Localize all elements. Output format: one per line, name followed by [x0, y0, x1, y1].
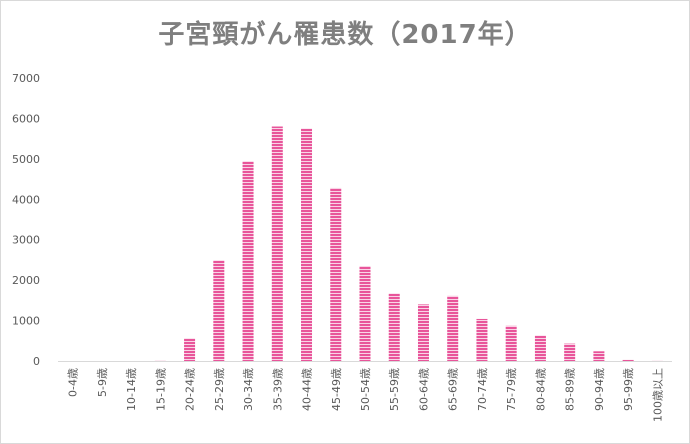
y-tick-label: 0 [33, 355, 40, 368]
bar-95-99歳 [622, 359, 634, 361]
y-tick-label: 1000 [12, 315, 40, 328]
bar-65-69歳 [447, 295, 459, 361]
x-tick-label: 10-14歳 [125, 368, 138, 411]
x-tick-label: 35-39歳 [271, 368, 284, 411]
bar-80-84歳 [534, 335, 546, 361]
x-tick-label: 20-24歳 [184, 368, 197, 411]
x-tick-label: 60-64歳 [417, 368, 430, 411]
bar-25-29歳 [213, 260, 225, 361]
bar-20-24歳 [184, 338, 196, 361]
bar-50-54歳 [359, 265, 371, 361]
y-tick-label: 4000 [12, 193, 40, 206]
x-tick-label: 55-59歳 [388, 368, 401, 411]
x-axis: 0-4歳 5-9歳 10-14歳 15-19歳 20-24歳 25-29歳 30-34歳 35… [58, 361, 672, 422]
bar-30-34歳 [242, 161, 254, 361]
bar-45-49歳 [330, 187, 342, 361]
chart-title: 子宮頸がん罹患数（2017年） [158, 20, 532, 50]
bar-40-44歳 [301, 128, 313, 361]
x-tick-label: 85-89歳 [564, 368, 577, 411]
x-tick-label: 40-44歳 [301, 368, 314, 411]
y-tick-label: 2000 [12, 274, 40, 287]
x-tick-label: 95-99歳 [622, 368, 635, 411]
bar-70-74歳 [476, 318, 488, 361]
x-tick-label: 70-74歳 [476, 368, 489, 411]
x-tick-label: 80-84歳 [534, 368, 547, 411]
x-tick-label: 100歳以上 [651, 368, 664, 422]
y-tick-label: 5000 [12, 153, 40, 166]
y-tick-label: 3000 [12, 234, 40, 247]
bar-75-79歳 [505, 325, 517, 361]
x-tick-label: 25-29歳 [213, 368, 226, 411]
x-tick-label: 65-69歳 [447, 368, 460, 411]
x-tick-label: 0-4歳 [67, 368, 80, 397]
y-tick-label: 7000 [12, 72, 40, 85]
bar-35-39歳 [271, 126, 283, 361]
x-tick-label: 75-79歳 [505, 368, 518, 411]
x-tick-label: 5-9歳 [96, 368, 109, 397]
x-tick-label: 45-49歳 [330, 368, 343, 411]
x-tick-label: 30-34歳 [242, 368, 255, 411]
bars [154, 126, 663, 361]
x-tick-label: 50-54歳 [359, 368, 372, 411]
x-tick-label: 15-19歳 [154, 368, 167, 411]
bar-85-89歳 [564, 343, 576, 361]
y-axis: 0 1000 2000 3000 4000 5000 6000 7000 [12, 72, 40, 368]
y-tick-label: 6000 [12, 112, 40, 125]
x-tick-label: 90-94歳 [593, 368, 606, 411]
bar-90-94歳 [593, 351, 605, 361]
bar-55-59歳 [388, 293, 400, 361]
bar-60-64歳 [417, 304, 429, 361]
